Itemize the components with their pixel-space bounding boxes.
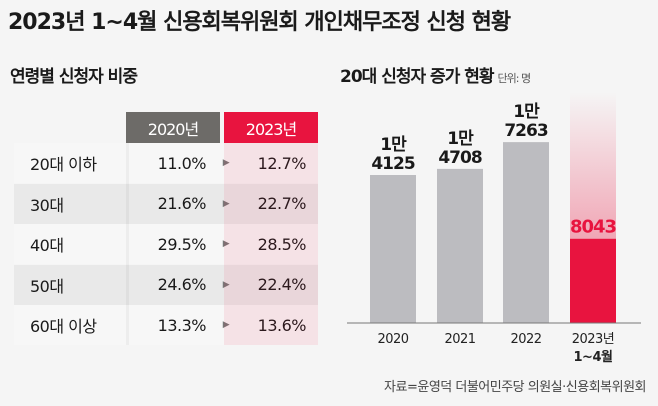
value-2020: 21.6% [157,194,207,213]
value-2023: 22.7% [257,194,307,213]
chart-subtitle: 20대 신청자 증가 현황 단위: 명 [340,62,532,87]
x-tick-label: 1~4월 [574,349,613,365]
chart-subtitle-text: 20대 신청자 증가 현황 [340,67,495,87]
x-tick-label: 2020 [377,332,408,347]
age-group-label: 50대 [30,276,64,296]
header-2023: 2023년 [224,112,318,143]
x-tick-label: 2021 [444,332,475,347]
arrow-right-icon: ▶ [222,279,230,290]
data-label: 1만 [513,102,540,122]
data-label: 4708 [438,148,481,168]
table-row: 40대 29.5% ▶ 28.5% [14,224,318,264]
unit-label: 단위: 명 [497,72,532,85]
table-subtitle: 연령별 신청자 비중 [10,67,138,87]
bar [503,142,549,323]
arrow-right-icon: ▶ [222,158,230,168]
age-group-label: 30대 [30,195,64,215]
age-group-label: 60대 이상 [30,317,97,336]
value-2020: 11.0% [157,153,207,173]
header-2020: 2020년 [126,112,220,143]
table-row: 30대 21.6% ▶ 22.7% [14,183,318,224]
column-divider [126,143,129,345]
data-label: 8043 [570,217,617,238]
value-2023: 28.5% [257,234,307,254]
x-tick-label: 2022 [510,332,541,347]
highlight-column [224,143,318,345]
value-2020: 13.3% [157,315,207,335]
arrow-right-icon: ▶ [222,239,230,249]
bar-fade-background [570,92,616,239]
source-note: 자료=윤영덕 더불어민주당 의원실·신용회복위원회 [384,380,646,395]
table-row: 60대 이상 13.3% ▶ 13.6% [14,305,318,345]
table-row: 50대 24.6% ▶ 22.4% [14,264,318,305]
data-label: 1만 [447,129,474,149]
bar [570,238,616,323]
value-2023: 13.6% [257,315,307,335]
data-label: 4125 [371,154,414,174]
value-2023: 22.4% [257,275,307,294]
value-2020: 29.5% [157,234,207,254]
page-title: 2023년 1~4월 신용회복위원회 개인채무조정 신청 현황 [8,10,511,35]
x-tick-label: 2023년 [572,332,615,347]
bar [437,168,483,323]
table-row: 20대 이하 11.0% ▶ 12.7% [14,143,318,183]
data-label: 7263 [504,121,547,141]
bar [370,175,416,323]
age-group-label: 40대 [30,236,64,255]
data-label: 1만 [380,135,407,155]
value-2023: 12.7% [257,153,307,173]
age-group-label: 20대 이하 [30,155,97,174]
arrow-right-icon: ▶ [222,198,230,209]
arrow-right-icon: ▶ [222,320,230,330]
value-2020: 24.6% [157,275,207,294]
